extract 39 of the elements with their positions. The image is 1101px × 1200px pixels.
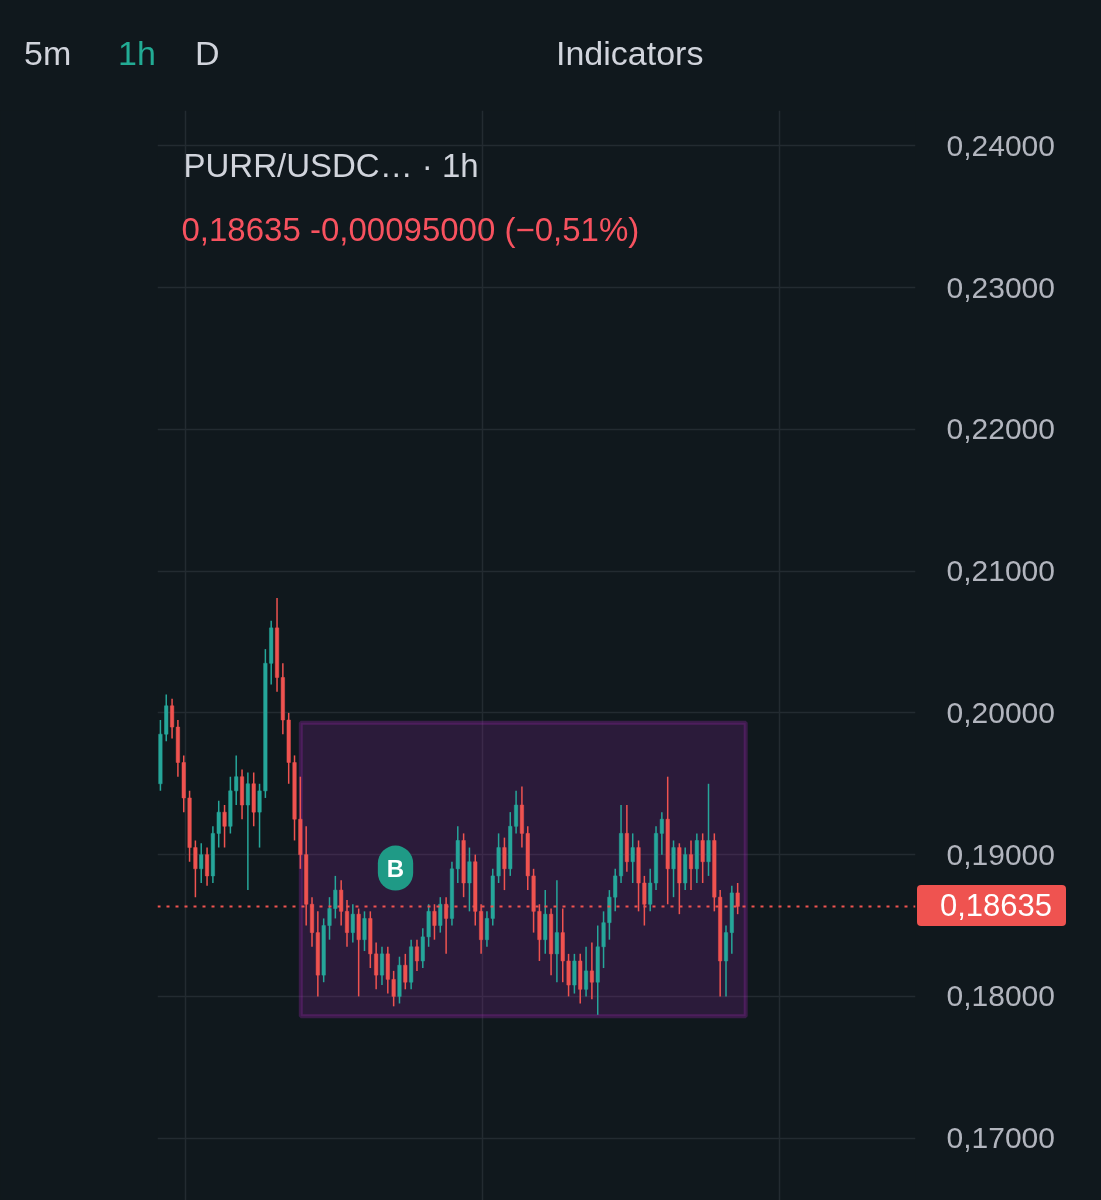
candlestick: [403, 953, 408, 991]
candlestick: [706, 783, 711, 877]
text: 5m: [24, 34, 72, 72]
candlestick: [502, 836, 507, 891]
candlestick: [350, 903, 355, 944]
candlestick: [554, 879, 559, 983]
y-tick-label: 0,21000: [946, 554, 1055, 588]
y-tick-label: 0,20000: [946, 695, 1055, 729]
candlestick: [584, 946, 589, 998]
y-tick-label: 0,17000: [946, 1121, 1055, 1155]
candlestick: [467, 846, 472, 913]
candlestick: [414, 938, 419, 972]
candlestick: [199, 842, 204, 884]
y-tick-label: 0,23000: [946, 270, 1055, 304]
candlestick: [379, 946, 384, 986]
text: D: [195, 34, 220, 72]
y-tick-label: 0,19000: [946, 837, 1055, 871]
candlestick: [170, 697, 175, 740]
candlestick: [362, 910, 367, 952]
text: PURR/USDC… · 1h: [183, 147, 479, 184]
y-tick-label: 0,22000: [946, 412, 1055, 446]
annotation: B: [386, 854, 405, 882]
y-tick-label: 0,18000: [946, 979, 1055, 1013]
ref-line-label: 0,18635: [940, 887, 1053, 926]
text: 0,18635 -0,00095000 (−0,51%): [181, 211, 640, 248]
candlestick: [432, 903, 437, 941]
text: Indicators: [556, 34, 704, 72]
candlestick: [689, 839, 694, 891]
candlestick: [700, 832, 705, 884]
candlestick: [222, 804, 227, 849]
text: 1h: [118, 34, 156, 72]
candlestick: [630, 832, 635, 884]
candlestick: [589, 941, 594, 1000]
candlestick: [671, 839, 676, 898]
candlestick: [205, 846, 210, 887]
y-tick-label: 0,24000: [946, 128, 1055, 162]
candlestick: [245, 771, 250, 891]
candlestick: [438, 896, 443, 934]
candlestick: [659, 811, 664, 856]
